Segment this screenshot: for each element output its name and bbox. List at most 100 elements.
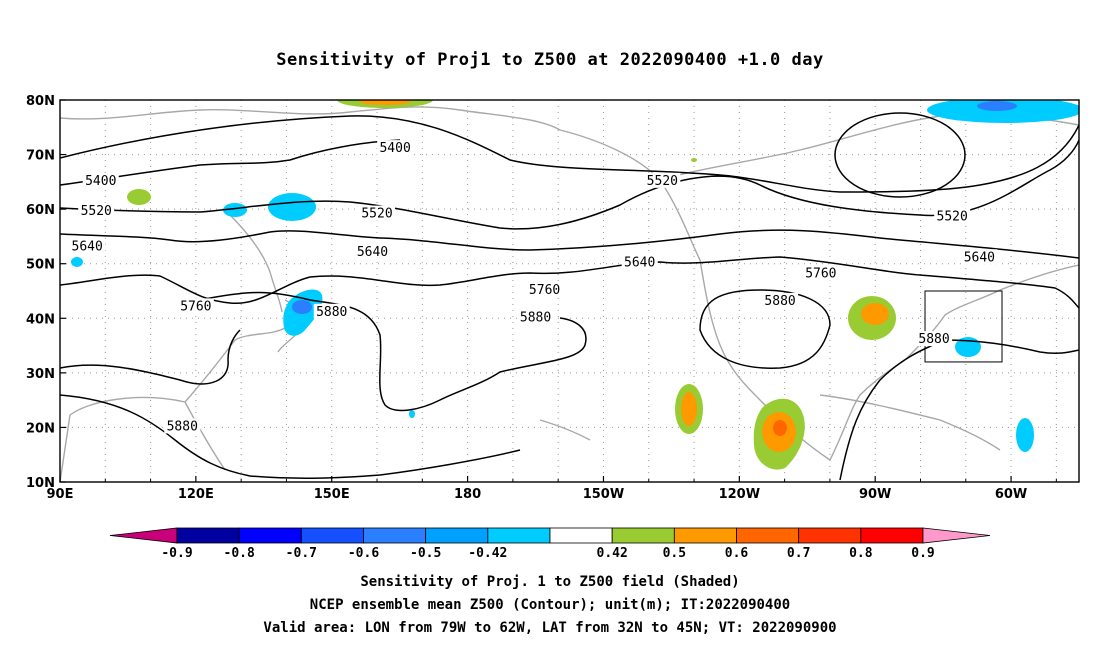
contour-label-background bbox=[354, 243, 391, 259]
contour-labels: 5400 5400 5520 5520 5520 5520 5640 5640 5640 5640… bbox=[69, 140, 998, 434]
colorbar-label: 0.5 bbox=[663, 546, 686, 561]
contour-label-background bbox=[526, 282, 563, 297]
colorbar-label: -0.7 bbox=[286, 546, 317, 561]
contour-label-background bbox=[762, 292, 799, 308]
x-tick-label: 90E bbox=[47, 487, 74, 502]
y-tick-label: 40N bbox=[26, 312, 55, 327]
caption-line-2: NCEP ensemble mean Z500 (Contour); unit(… bbox=[309, 597, 791, 613]
colorbar-label: -0.9 bbox=[161, 546, 192, 561]
colorbar-label: -0.42 bbox=[468, 546, 507, 561]
contour-label: 5520 bbox=[647, 174, 678, 189]
x-tick-label: 180 bbox=[454, 487, 481, 502]
contour-label: 5520 bbox=[81, 204, 112, 219]
colorbar-label: 0.7 bbox=[787, 546, 810, 561]
negative-sensitivity-area bbox=[268, 193, 316, 221]
colorbar-max-extension bbox=[922, 527, 991, 544]
contour-5880-west bbox=[60, 329, 241, 385]
contour-5760 bbox=[60, 256, 1079, 309]
contour-label-background bbox=[517, 309, 554, 325]
contour-label: 5880 bbox=[918, 332, 949, 347]
x-tick-label: 120E bbox=[178, 487, 214, 502]
y-tick-label: 20N bbox=[26, 421, 55, 436]
colorbar-label: -0.6 bbox=[348, 546, 379, 561]
x-tick-label: 120W bbox=[719, 487, 760, 502]
contour-5880-east bbox=[699, 289, 831, 369]
contour-5880 bbox=[199, 291, 587, 412]
negative-sensitivity-area bbox=[223, 203, 247, 217]
contour-label: 5640 bbox=[964, 250, 995, 265]
contour-label-background bbox=[69, 238, 106, 254]
y-tick-label: 60N bbox=[26, 203, 55, 218]
y-tick-label: 80N bbox=[26, 94, 55, 109]
y-tick-label: 70N bbox=[26, 149, 55, 164]
y-tick-label: 50N bbox=[26, 258, 55, 273]
contour-label: 5760 bbox=[529, 283, 560, 298]
positive-sensitivity-peak bbox=[773, 420, 787, 436]
colorbar-min-extension bbox=[109, 527, 178, 544]
contour-label-background bbox=[802, 265, 839, 281]
contour-label-background bbox=[78, 202, 115, 218]
caption-line-1: Sensitivity of Proj. 1 to Z500 field (Sh… bbox=[360, 574, 740, 590]
positive-sensitivity-area bbox=[127, 189, 151, 205]
contour-label: 5400 bbox=[85, 174, 116, 189]
y-axis-ticks: 80N 70N 60N 50N 40N 30N 20N 10N bbox=[26, 94, 66, 491]
plot-frame bbox=[59, 99, 1080, 483]
contour-5640 bbox=[60, 229, 1079, 259]
colorbar-swatch bbox=[425, 527, 489, 544]
sensitivity-shading bbox=[71, 100, 1079, 470]
contour-label: 5760 bbox=[180, 299, 211, 314]
contour-label-background bbox=[961, 249, 998, 265]
colorbar-swatch bbox=[487, 527, 551, 544]
negative-sensitivity-core bbox=[292, 300, 312, 314]
contour-label-background bbox=[82, 172, 119, 188]
colorbar-swatch bbox=[549, 527, 613, 544]
colorbar-label: -0.5 bbox=[410, 546, 441, 561]
positive-sensitivity-core bbox=[359, 100, 411, 105]
contour-label: 5880 bbox=[764, 294, 795, 309]
contour-5400 bbox=[60, 115, 1079, 193]
contour-5880-south bbox=[60, 394, 521, 479]
negative-sensitivity-area bbox=[927, 100, 1079, 123]
contour-5400-west bbox=[60, 139, 401, 186]
positive-sensitivity-area bbox=[691, 158, 697, 162]
colorbar-label: 0.8 bbox=[849, 546, 873, 561]
colorbar-swatch bbox=[363, 527, 427, 544]
contour-label-background bbox=[359, 205, 396, 221]
colorbar-swatch bbox=[798, 527, 862, 544]
colorbar-label: 0.9 bbox=[911, 546, 934, 561]
y-tick-label: 30N bbox=[26, 367, 55, 382]
map-title: Sensitivity of Proj1 to Z500 at 20220904… bbox=[276, 50, 824, 70]
caption-line-3: Valid area: LON from 79W to 62W, LAT fro… bbox=[263, 620, 837, 636]
negative-sensitivity-area bbox=[409, 410, 415, 418]
colorbar-label: 0.42 bbox=[597, 546, 628, 561]
contour-5880-atl bbox=[839, 339, 1079, 481]
contour-5520 bbox=[60, 139, 1079, 230]
contour-label-background bbox=[621, 254, 658, 270]
contour-label: 5520 bbox=[937, 209, 968, 224]
contour-label-background bbox=[177, 298, 214, 314]
colorbar-label: 0.6 bbox=[725, 546, 749, 561]
valid-area-box bbox=[924, 290, 1003, 363]
positive-sensitivity-core bbox=[861, 303, 889, 325]
negative-sensitivity-area bbox=[71, 257, 83, 267]
colorbar-label: -0.8 bbox=[224, 546, 255, 561]
x-tick-label: 150E bbox=[314, 487, 350, 502]
x-tick-label: 60W bbox=[995, 487, 1027, 502]
contour-label: 5880 bbox=[316, 305, 347, 320]
y-tick-label: 10N bbox=[26, 476, 55, 491]
contour-label-background bbox=[164, 418, 201, 434]
contour-label-background bbox=[377, 140, 414, 156]
colorbar-swatch bbox=[736, 527, 800, 544]
contour-label: 5880 bbox=[167, 419, 198, 434]
x-tick-label: 90W bbox=[859, 487, 891, 502]
positive-sensitivity-core bbox=[681, 392, 697, 426]
colorbar-swatch bbox=[300, 527, 364, 544]
negative-sensitivity-area bbox=[1016, 418, 1034, 452]
colorbar-swatch bbox=[176, 527, 240, 544]
contour-label-background bbox=[313, 303, 350, 319]
colorbar-swatch bbox=[673, 527, 737, 544]
z500-contours bbox=[60, 112, 1079, 481]
contour-label-background bbox=[644, 172, 681, 188]
colorbar-swatch bbox=[238, 527, 302, 544]
